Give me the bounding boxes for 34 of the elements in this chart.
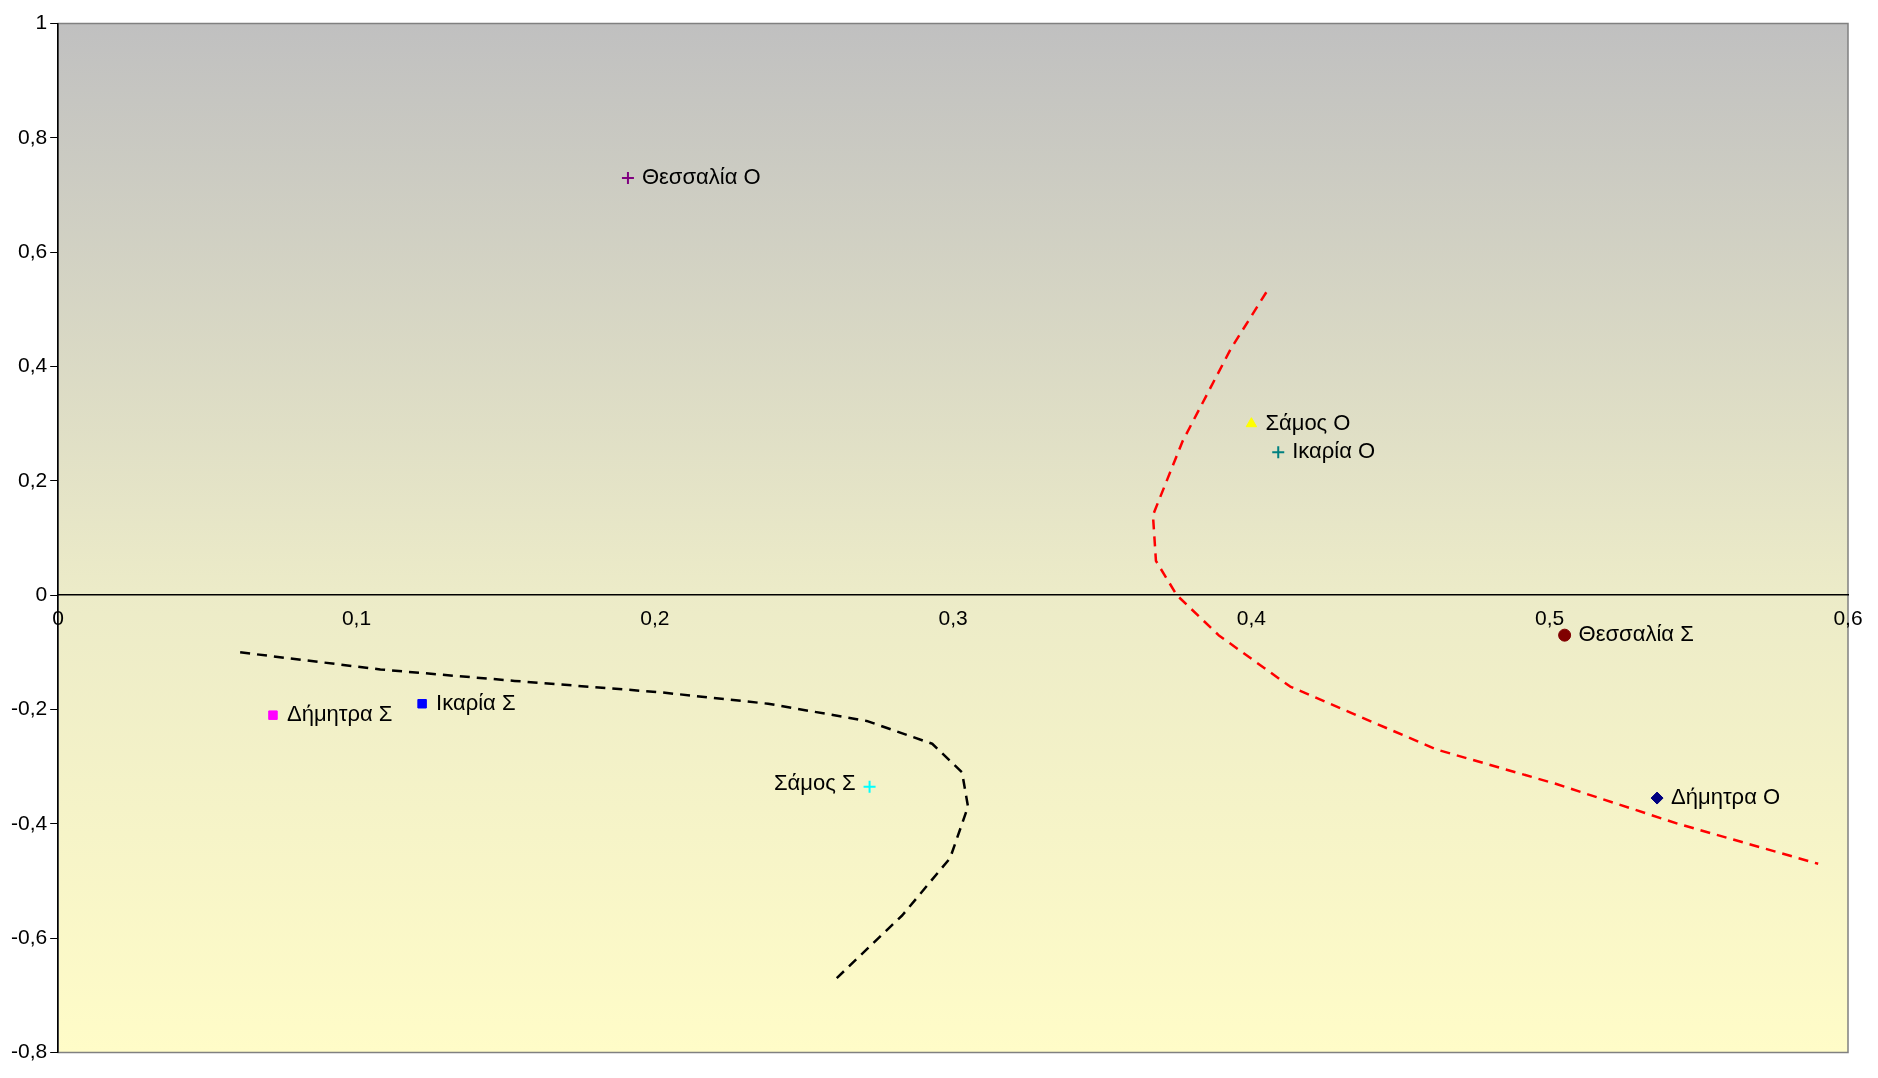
- y-tick-label: 1: [35, 10, 48, 34]
- series-label: Δήμητρα Σ: [286, 701, 393, 727]
- series-label: Ικαρία Ο: [1292, 438, 1376, 464]
- y-tick-label: -0,8: [11, 1039, 48, 1063]
- y-tick-label: 0,8: [17, 124, 48, 148]
- x-tick-label: 0,5: [1535, 605, 1565, 629]
- x-tick-label: 0,2: [640, 605, 670, 629]
- y-tick-label: 0: [35, 581, 48, 605]
- y-tick-label: -0,2: [11, 696, 48, 720]
- point: [1271, 445, 1286, 460]
- y-tick-label: -0,4: [11, 810, 48, 834]
- point: [417, 699, 427, 709]
- series-label: Θεσσαλία Σ: [1578, 621, 1694, 647]
- y-tick-label: -0,6: [11, 924, 48, 948]
- series-label: Θεσσαλία Ο: [641, 163, 761, 189]
- x-tick-label: 0,3: [938, 605, 968, 629]
- point: [268, 710, 278, 720]
- line-series: [1151, 290, 1820, 866]
- point: [862, 779, 877, 794]
- x-tick-label: 0,6: [1833, 605, 1863, 629]
- x-tick-label: 0,1: [341, 605, 372, 629]
- series-label: Σάμος Σ: [774, 769, 856, 795]
- series-label: Ικαρία Σ: [436, 689, 516, 715]
- point: [1558, 628, 1572, 642]
- series-label: Σάμος Ο: [1265, 409, 1351, 435]
- y-tick-label: 0,6: [17, 239, 48, 263]
- point: [1245, 417, 1258, 428]
- line-series: [238, 651, 970, 980]
- point: [620, 170, 635, 185]
- series-label: Δήμητρα Ο: [1671, 784, 1781, 810]
- point: [1650, 791, 1664, 805]
- y-tick-label: 0,4: [17, 353, 48, 377]
- x-tick-label: 0,4: [1236, 605, 1267, 629]
- y-tick-label: 0,2: [17, 467, 48, 491]
